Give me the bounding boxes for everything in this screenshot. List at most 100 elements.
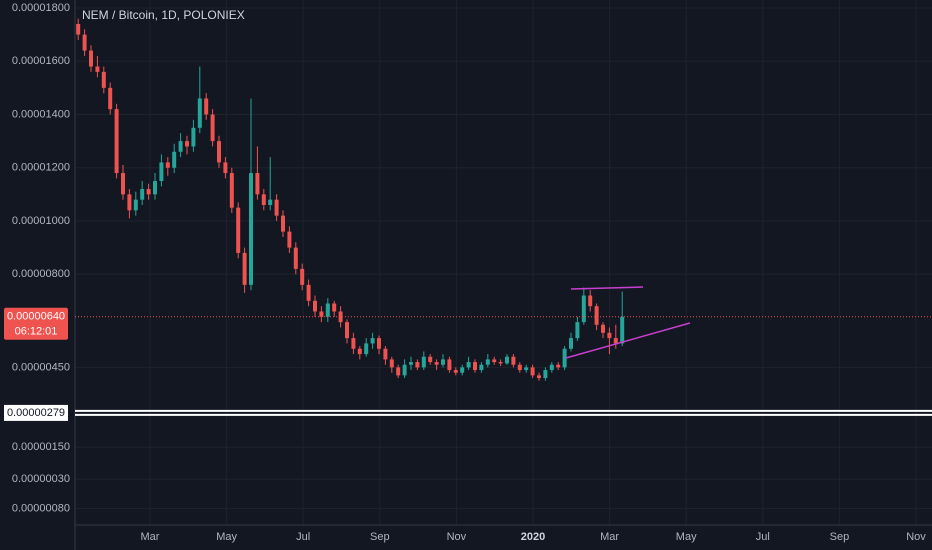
countdown-label: 06:12:01	[15, 326, 58, 338]
candle-body	[409, 362, 413, 365]
candle-body	[249, 173, 253, 285]
candle-body	[114, 109, 119, 174]
candle-body	[588, 295, 593, 307]
candle-body	[473, 362, 477, 371]
last-price-label: 0.00000640	[7, 311, 65, 323]
candle-body	[82, 34, 87, 51]
candle-body	[332, 303, 337, 312]
trend-line[interactable]	[570, 286, 644, 290]
candle-body	[601, 324, 605, 333]
x-tick-label: Sep	[370, 531, 390, 543]
candle-body	[357, 348, 362, 355]
candle-body	[607, 332, 612, 339]
candle-body	[242, 252, 247, 285]
candle-body	[236, 207, 241, 253]
candle-body	[101, 71, 106, 88]
candle-body	[556, 364, 561, 368]
candle-body	[364, 343, 369, 355]
candle-body	[121, 173, 125, 195]
candle-body	[133, 199, 138, 211]
level-label: 0.00000279	[7, 407, 65, 419]
chart-title: NEM / Bitcoin, 1D, POLONIEX	[82, 8, 245, 22]
candle-body	[543, 370, 548, 379]
candle-body	[530, 367, 535, 376]
candle-body	[396, 367, 401, 376]
x-tick-label: Jul	[296, 531, 310, 543]
candle-body	[178, 141, 183, 152]
y-tick-label: 0.00000030	[12, 473, 70, 485]
candle-body	[217, 141, 221, 163]
candle-body	[415, 362, 420, 368]
y-tick-label: 0.00000080	[12, 502, 70, 514]
candle-body	[485, 359, 490, 365]
price-markers: 0.00000279 0.00000640 06:12:01	[4, 307, 932, 421]
candle-body	[517, 364, 522, 371]
trend-line[interactable]	[565, 322, 691, 359]
x-tick-label: Mar	[600, 531, 619, 543]
candle-body	[319, 311, 324, 317]
candle-body	[287, 231, 292, 248]
y-tick-label: 0.00001200	[12, 162, 70, 174]
candle-body	[377, 338, 381, 349]
candle-body	[389, 359, 394, 368]
candle-body	[127, 194, 132, 211]
candle-body	[300, 268, 305, 285]
candle-body	[223, 162, 228, 174]
x-tick-label: May	[676, 531, 697, 543]
candle-body	[325, 303, 330, 317]
candle-body	[479, 364, 484, 371]
candle-body	[498, 362, 503, 364]
candle-body	[165, 162, 170, 168]
candle-body	[204, 98, 209, 115]
candle-body	[76, 23, 81, 35]
candle-body	[261, 194, 266, 205]
candle-body	[274, 199, 279, 216]
candle-body	[575, 322, 580, 339]
candle-body	[434, 362, 439, 365]
x-tick-label: May	[216, 531, 237, 543]
candle-body	[524, 367, 529, 371]
candle-body	[281, 215, 285, 232]
candle-body	[421, 356, 426, 368]
candle-body	[159, 162, 164, 182]
candle-body	[402, 364, 407, 376]
candle-body	[428, 356, 433, 363]
candle-body	[492, 359, 497, 363]
candle-body	[613, 338, 618, 344]
candle-body	[89, 50, 93, 67]
candle-body	[460, 367, 465, 373]
candle-body	[351, 338, 356, 349]
candle-body	[447, 359, 452, 371]
y-tick-label: 0.00001600	[12, 55, 70, 67]
candle-body	[537, 375, 541, 379]
x-tick-label: Nov	[447, 531, 467, 543]
grid: 0.00001800 0.00001600 0.00001400 0.00001200…	[12, 0, 932, 543]
candle-body	[306, 284, 311, 301]
candle-body	[153, 181, 157, 195]
candle-body	[370, 338, 375, 344]
x-tick-label: Mar	[141, 531, 160, 543]
candle-body	[255, 173, 260, 195]
candle-body	[197, 98, 202, 128]
candle-body	[95, 66, 100, 72]
y-tick-label: 0.00001800	[12, 2, 70, 14]
last-price-box	[4, 307, 68, 340]
candle-body	[210, 114, 215, 142]
candle-body	[383, 348, 388, 360]
x-tick-label: 2020	[521, 531, 545, 543]
candle-body	[549, 364, 554, 371]
y-tick-label: 0.00000150	[12, 441, 70, 453]
candle-body	[338, 311, 343, 323]
candle-body	[313, 300, 317, 312]
candle-body	[185, 141, 189, 147]
x-tick-label: Nov	[906, 531, 926, 543]
candle-body	[345, 322, 349, 339]
candle-body	[268, 199, 273, 205]
candle-body	[505, 356, 509, 364]
candle-body	[620, 316, 625, 344]
candle-body	[453, 370, 458, 373]
x-tick-label: Jul	[756, 531, 770, 543]
